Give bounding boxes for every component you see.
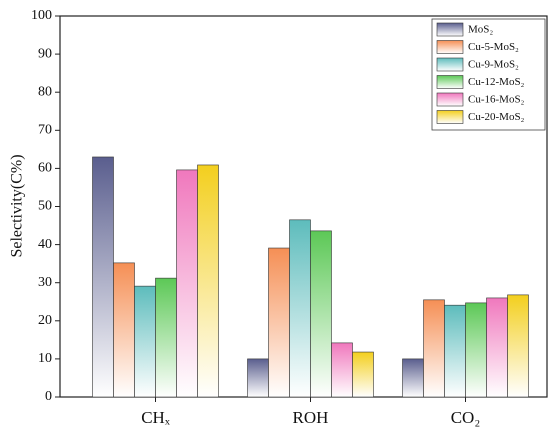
bar — [423, 299, 445, 398]
legend-swatch — [436, 75, 464, 89]
x-tick-label: ROH — [293, 408, 329, 427]
legend-swatch — [436, 92, 464, 107]
legend-label: Cu-5-MoS₂ — [468, 41, 519, 53]
legend-label: Cu-12-MoS₂ — [468, 76, 525, 88]
bar — [113, 262, 135, 398]
y-tick-label: 20 — [38, 313, 52, 328]
legend-swatch — [436, 22, 464, 37]
y-tick-label: 30 — [38, 275, 52, 290]
bar — [310, 230, 332, 398]
x-tick-label: CO₂ — [451, 408, 481, 427]
legend-swatch — [436, 57, 464, 72]
bar — [402, 358, 424, 398]
legend-label: MoS₂ — [468, 24, 493, 36]
legend-swatch — [436, 40, 464, 54]
bar — [134, 285, 156, 398]
bar — [289, 219, 311, 398]
bar — [507, 294, 529, 398]
y-tick-label: 60 — [38, 161, 52, 176]
bar — [444, 304, 466, 398]
bar — [331, 342, 353, 398]
bar — [268, 247, 290, 398]
bar — [352, 351, 374, 398]
legend-label: Cu-16-MoS₂ — [468, 94, 525, 106]
x-tick-label: CHₓ — [141, 408, 170, 427]
bar — [176, 169, 198, 398]
bar — [486, 297, 508, 398]
bar — [155, 277, 177, 398]
y-tick-label: 70 — [38, 123, 52, 138]
legend-swatch — [436, 110, 464, 124]
y-tick-label: 90 — [38, 46, 52, 61]
bar — [465, 302, 487, 398]
bar — [92, 156, 114, 398]
y-axis-label: Selectivity(C%) — [9, 154, 26, 257]
y-tick-label: 80 — [38, 84, 52, 99]
y-tick-label: 50 — [38, 199, 52, 214]
y-tick-label: 100 — [31, 8, 52, 23]
legend-label: Cu-20-MoS₂ — [468, 111, 525, 123]
y-tick-label: 0 — [45, 389, 52, 404]
y-tick-label: 10 — [38, 351, 52, 366]
y-tick-label: 40 — [38, 237, 52, 252]
bar — [247, 358, 269, 398]
bar — [197, 164, 219, 398]
legend-label: Cu-9-MoS₂ — [468, 59, 519, 71]
